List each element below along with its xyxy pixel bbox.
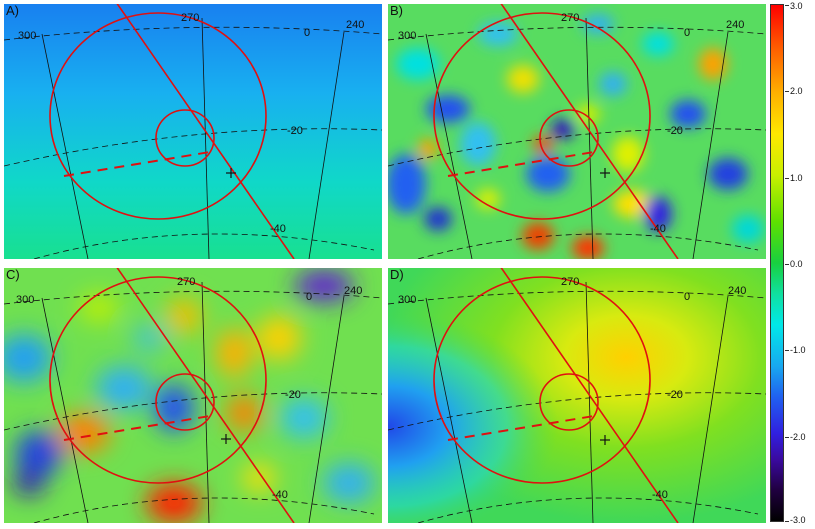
lat-0-label: 0 bbox=[684, 291, 691, 303]
lon-300-label: 300 bbox=[398, 294, 417, 306]
lat-0-label: 0 bbox=[684, 27, 691, 39]
lat-m20-label: -20 bbox=[667, 125, 683, 137]
lon-270-label: 270 bbox=[177, 276, 196, 288]
colorbar-tick bbox=[785, 91, 789, 92]
lat-m40-label: -40 bbox=[270, 223, 286, 235]
lat-m20-label: -20 bbox=[667, 389, 683, 401]
lon-270-label: 270 bbox=[181, 12, 200, 24]
lon-270-label: 270 bbox=[561, 12, 580, 24]
panel-d-map bbox=[388, 268, 766, 523]
lon-240-label: 240 bbox=[344, 285, 363, 297]
colorbar bbox=[770, 4, 784, 522]
lon-300-label: 300 bbox=[18, 30, 37, 42]
lat-m40-label: -40 bbox=[272, 489, 288, 501]
lon-240-label: 240 bbox=[346, 19, 365, 31]
colorbar-label: -2.0 bbox=[790, 432, 806, 442]
panel-c-label: C) bbox=[6, 268, 20, 282]
lat-m40-label: -40 bbox=[652, 489, 668, 501]
colorbar-tick bbox=[785, 350, 789, 351]
panel-b-label: B) bbox=[390, 4, 403, 18]
colorbar-label: 0.0 bbox=[790, 259, 803, 269]
lon-300-label: 300 bbox=[16, 294, 35, 306]
lat-m20-label: -20 bbox=[285, 389, 301, 401]
panel-c-map bbox=[4, 268, 382, 523]
panel-b: B) 300 270 240 0 -20 -40 bbox=[388, 4, 766, 259]
lon-240-label: 240 bbox=[728, 285, 747, 297]
panel-a: A) 300 270 240 0 -20 -40 bbox=[4, 4, 382, 259]
panel-b-map bbox=[388, 4, 766, 259]
lon-240-label: 240 bbox=[726, 19, 745, 31]
colorbar-label: 3.0 bbox=[790, 1, 803, 11]
colorbar-tick bbox=[785, 178, 789, 179]
colorbar-tick bbox=[785, 5, 789, 6]
colorbar-label: -3.0 bbox=[790, 515, 806, 525]
colorbar-tick bbox=[785, 437, 789, 438]
panel-d: D) 300 270 240 0 -20 -40 bbox=[388, 268, 766, 523]
lon-270-label: 270 bbox=[561, 276, 580, 288]
colorbar-label: -1.0 bbox=[790, 345, 806, 355]
panel-a-label: A) bbox=[6, 4, 19, 18]
panel-d-label: D) bbox=[390, 268, 404, 282]
lat-0-label: 0 bbox=[304, 27, 311, 39]
lat-m20-label: -20 bbox=[287, 125, 303, 137]
panel-a-map bbox=[4, 4, 382, 259]
lat-0-label: 0 bbox=[306, 291, 313, 303]
colorbar-label: 2.0 bbox=[790, 86, 803, 96]
colorbar-label: 1.0 bbox=[790, 173, 803, 183]
panel-c: C) 300 270 240 0 -20 -40 bbox=[4, 268, 382, 523]
lon-300-label: 300 bbox=[398, 30, 417, 42]
colorbar-tick bbox=[785, 264, 789, 265]
colorbar-tick bbox=[785, 521, 789, 522]
lat-m40-label: -40 bbox=[650, 223, 666, 235]
